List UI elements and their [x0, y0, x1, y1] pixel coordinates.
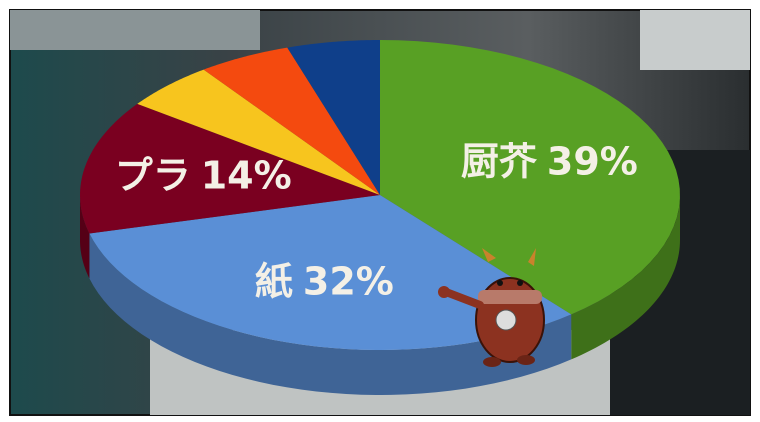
pie-side [80, 195, 90, 279]
category-label: 紙 [255, 259, 293, 303]
pie-side [571, 195, 680, 360]
pie-side [89, 233, 572, 395]
category-label: プラ [115, 153, 191, 197]
background-beam [10, 10, 260, 50]
pie-slice [80, 103, 381, 234]
value-label: 32% [303, 259, 394, 303]
value-label: 14% [201, 153, 292, 197]
data-label: プラ 14% [115, 153, 292, 197]
pie-slice [380, 40, 680, 315]
pie-slice [137, 69, 380, 195]
mascot [438, 248, 545, 367]
pie-chart: 厨芥 39% 紙 32% プラ 14% [80, 40, 680, 395]
pie-slice [89, 195, 572, 350]
pie-slice [287, 40, 380, 195]
pie-slice [203, 47, 380, 195]
category-label: 厨芥 [461, 139, 538, 183]
data-label: 厨芥 39% [461, 139, 638, 183]
background-wall [640, 10, 750, 70]
data-label: 紙 32% [255, 259, 394, 303]
value-label: 39% [547, 139, 638, 183]
